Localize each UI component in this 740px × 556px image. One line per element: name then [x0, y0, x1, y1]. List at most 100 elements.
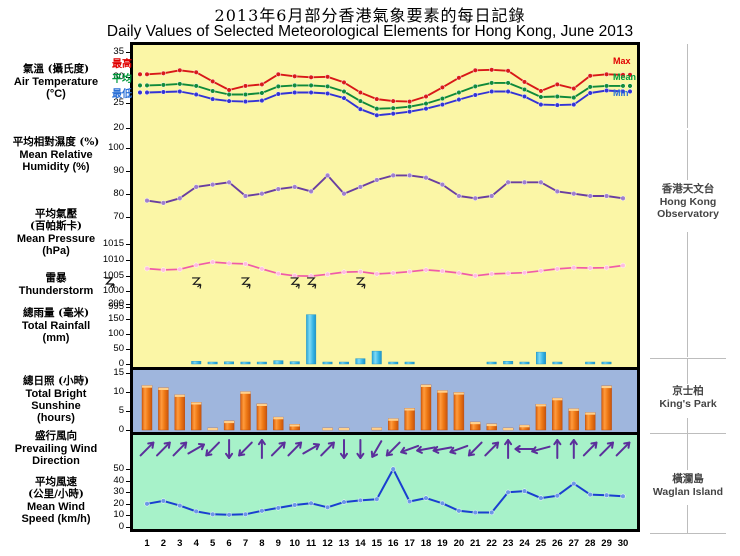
temperature-point-min [390, 111, 396, 117]
wind-speed-point [210, 511, 216, 517]
temperature-point-max [308, 74, 314, 80]
temperature-point-max [538, 88, 544, 94]
temperature-point-max [341, 79, 347, 85]
ytick-windspeed-0: 0 [118, 521, 124, 532]
x-tick-day-2: 2 [160, 538, 167, 549]
sunshine-bar-cap [224, 420, 235, 424]
pressure-point [587, 265, 593, 271]
pressure-point [341, 269, 347, 275]
temperature-line-max [146, 68, 624, 103]
y-tick-mark [126, 411, 130, 412]
rainfall-bar [519, 361, 530, 365]
wind-speed-point [242, 511, 249, 517]
sunshine-bar [552, 397, 563, 431]
x-tick-day-17: 17 [404, 538, 415, 549]
sunshine-bar [437, 390, 448, 431]
rainfall-bar [191, 361, 202, 365]
pressure-point [193, 262, 199, 268]
temperature-point-min [505, 88, 511, 95]
temperature-point-max [571, 85, 577, 92]
temperature-point-max [259, 81, 265, 87]
humidity-point [521, 179, 528, 185]
pressure-point [177, 266, 183, 272]
ytick-pressure-1005: 1005 [102, 269, 124, 281]
humidity-point [259, 191, 265, 197]
sunshine-bar [240, 391, 251, 431]
temperature-point-mean [308, 82, 314, 88]
temperature-point-mean [374, 106, 380, 112]
humidity-point [456, 193, 462, 199]
thunderstorm-symbol [192, 277, 202, 289]
temperature-point-mean [325, 83, 331, 89]
wind-direction-arrow [187, 443, 205, 455]
rainfall-bar [224, 361, 235, 365]
wind-direction-arrow [553, 439, 562, 459]
sunshine-bar [453, 392, 465, 431]
row-label-mean-wind-speed: 平均風速 (公里/小時) Mean Wind Speed (km/h) [21, 476, 91, 525]
wind-speed-point [275, 505, 281, 511]
y-tick-mark [126, 430, 130, 431]
wind-direction-arrow [385, 441, 401, 457]
x-tick-day-15: 15 [371, 538, 383, 549]
x-tick-day-26: 26 [552, 538, 563, 549]
humidity-point [439, 181, 446, 188]
rainfall-bar [256, 361, 267, 365]
humidity-point [603, 193, 610, 199]
sunshine-bar-cap [470, 422, 481, 425]
temperature-point-min [160, 89, 166, 95]
ytick-sunshine-0: 0 [118, 424, 124, 435]
wind-speed-point [587, 491, 593, 498]
y-tick-mark [126, 364, 130, 365]
temperature-point-mean [554, 93, 560, 100]
sunshine-bar-cap [519, 425, 530, 428]
temperature-point-max [604, 71, 610, 77]
temperature-line-mean [146, 81, 624, 110]
humidity-point [423, 175, 429, 181]
ytick-pressure-1015: 1015 [102, 238, 124, 250]
sunshine-bar-cap [388, 418, 399, 421]
temperature-legend-marker-right [627, 83, 633, 89]
temperature-point-mean [571, 95, 577, 101]
pressure-point [210, 259, 216, 265]
temperature-point-max [275, 71, 281, 77]
humidity-point [341, 191, 347, 197]
x-tick-day-1: 1 [144, 538, 150, 549]
wind-direction-arrow [400, 444, 420, 455]
humidity-point [571, 191, 577, 197]
x-tick-day-5: 5 [209, 538, 216, 549]
legend-mean-chinese: 平均 [112, 74, 132, 85]
rainfall-bar [289, 361, 300, 365]
ytick-windspeed-20: 20 [113, 497, 124, 509]
ytick-temperature-35: 35 [113, 46, 124, 58]
y-tick-mark [126, 291, 130, 293]
temperature-point-mean [193, 83, 199, 89]
temperature-point-mean [620, 83, 626, 89]
ytick-humidity-100: 100 [108, 141, 124, 153]
wind-speed-point [439, 500, 446, 506]
sunshine-bar-cap [453, 392, 464, 395]
humidity-point [275, 186, 281, 192]
humidity-point [177, 195, 183, 201]
legend-min-chinese: 最低 [112, 89, 132, 100]
pressure-point [439, 268, 446, 274]
temperature-point-mean [177, 81, 183, 87]
humidity-point [587, 193, 593, 199]
temperature-legend-marker-left [137, 89, 143, 96]
row-label-thunderstorm: 雷暴 Thunderstorm [18, 272, 94, 297]
temperature-point-max [357, 89, 363, 96]
station-divider-horizontal-3 [650, 533, 726, 534]
x-tick-day-10: 10 [289, 538, 300, 549]
pressure-point [357, 269, 364, 275]
panel-waglan-island [133, 432, 637, 529]
temperature-point-max [456, 75, 462, 81]
pressure-point [242, 261, 249, 267]
humidity-point [489, 193, 495, 199]
row-label-prevailing-wind-direction: 盛行風向 Prevailing Wind Direction [14, 430, 98, 468]
x-tick-day-14: 14 [355, 538, 366, 549]
temperature-point-mean [587, 84, 593, 90]
temperature-point-mean [144, 82, 150, 88]
humidity-point [357, 184, 364, 190]
humidity-point [144, 197, 150, 204]
wind-direction-arrow [484, 441, 500, 457]
temperature-point-mean [505, 80, 511, 86]
